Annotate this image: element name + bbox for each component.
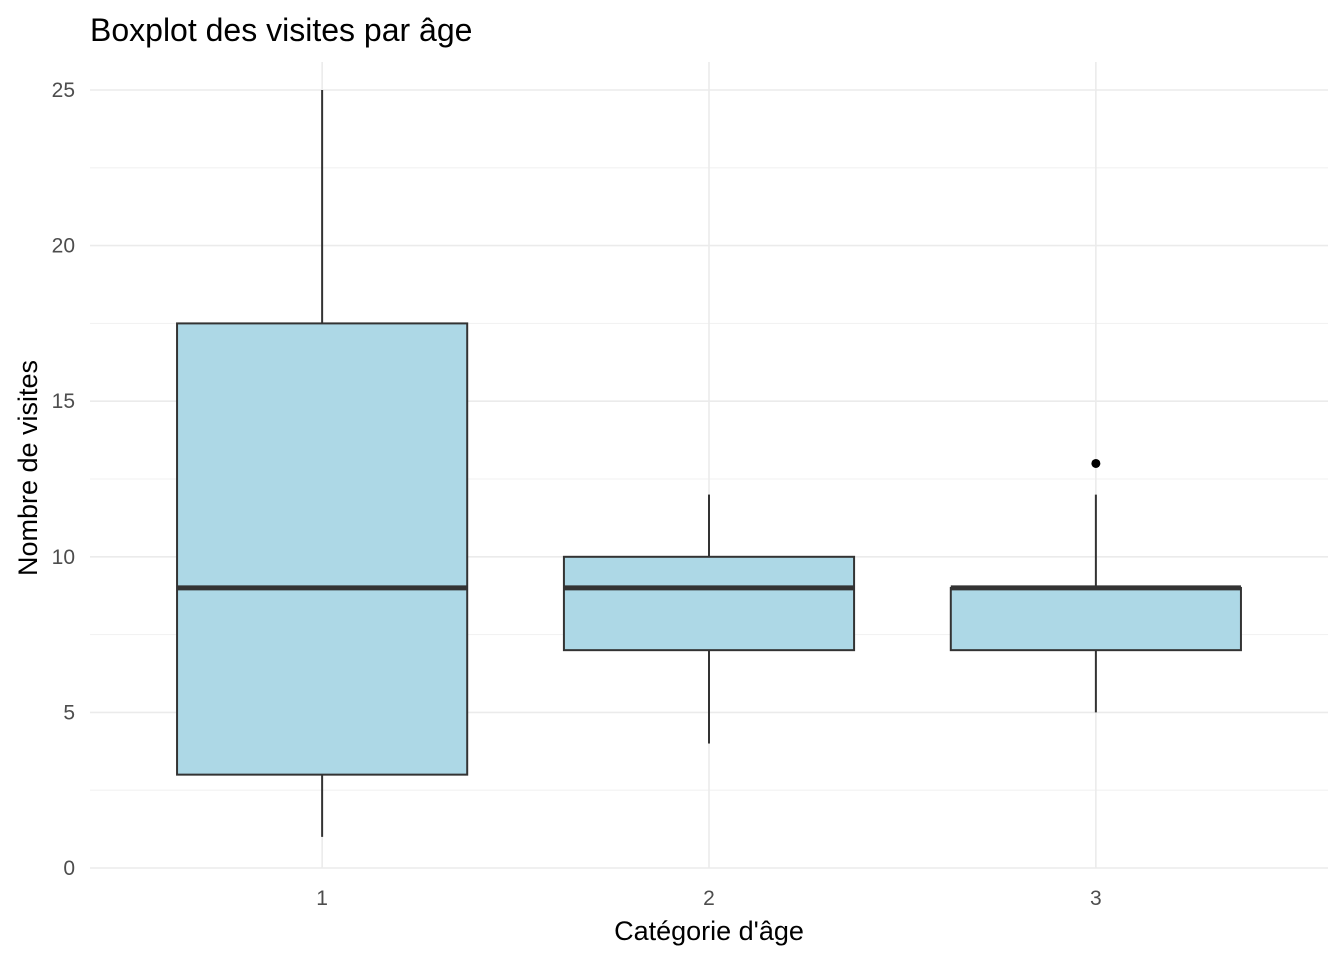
box-iqr bbox=[176, 322, 469, 776]
box-iqr bbox=[949, 586, 1242, 652]
x-axis-title: Catégorie d'âge bbox=[614, 916, 804, 946]
y-tick-label: 10 bbox=[52, 546, 75, 569]
outlier-point bbox=[1091, 458, 1101, 468]
x-tick-label: 2 bbox=[703, 887, 715, 910]
chart-title: Boxplot des visites par âge bbox=[90, 12, 472, 48]
y-axis-title: Nombre de visites bbox=[13, 360, 43, 576]
box-3 bbox=[949, 458, 1242, 713]
y-axis-ticks: 0 5 10 15 20 25 bbox=[52, 79, 75, 880]
box-2 bbox=[562, 494, 856, 744]
y-tick-label: 20 bbox=[52, 235, 75, 258]
x-tick-label: 3 bbox=[1090, 887, 1102, 910]
y-tick-label: 0 bbox=[63, 857, 75, 880]
y-tick-label: 15 bbox=[52, 390, 75, 413]
y-tick-label: 25 bbox=[52, 79, 75, 102]
x-tick-label: 1 bbox=[316, 887, 328, 910]
boxes bbox=[176, 90, 1242, 837]
y-tick-label: 5 bbox=[63, 701, 75, 724]
box-iqr bbox=[562, 555, 856, 652]
x-axis-ticks: 1 2 3 bbox=[316, 887, 1101, 910]
box-1 bbox=[176, 90, 469, 837]
